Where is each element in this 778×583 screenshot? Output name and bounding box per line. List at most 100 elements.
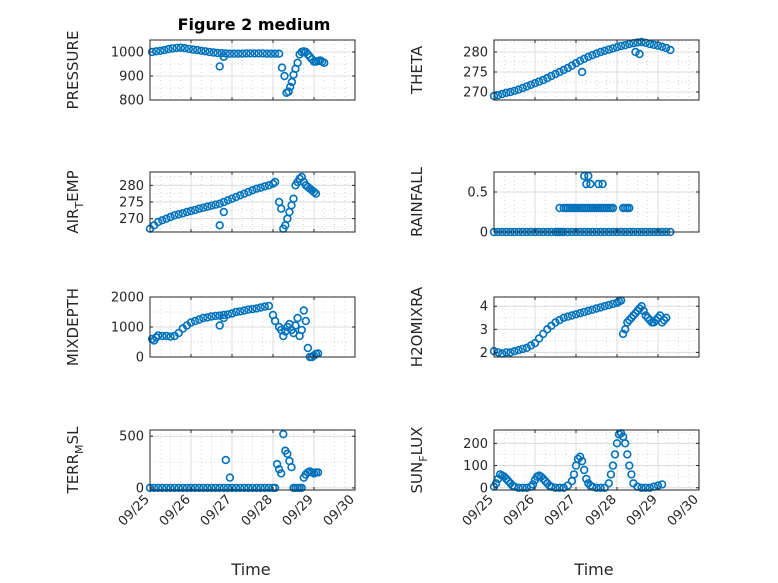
data-point <box>596 47 605 57</box>
data-point <box>272 459 282 469</box>
data-point <box>573 454 583 464</box>
axes-frame <box>493 39 700 101</box>
data-point <box>620 40 630 50</box>
data-point <box>571 58 581 68</box>
data-point <box>502 348 511 357</box>
x-axis-label-right: Time <box>573 560 613 579</box>
data-point <box>186 483 196 493</box>
data-point <box>190 316 200 326</box>
y-tick-label: 275 <box>463 66 488 81</box>
data-point <box>190 483 200 493</box>
data-point <box>635 304 644 313</box>
data-point <box>284 87 293 96</box>
plot-area <box>494 430 699 490</box>
y-tick-label: 280 <box>119 179 144 194</box>
data-point <box>236 483 245 493</box>
data-point <box>594 179 603 189</box>
data-point <box>641 38 650 47</box>
data-point <box>211 483 220 493</box>
data-point <box>203 483 212 493</box>
data-point <box>170 483 179 493</box>
data-point <box>252 483 261 493</box>
y-tick-label: 280 <box>463 46 488 61</box>
data-point <box>162 483 171 493</box>
data-point <box>604 45 613 54</box>
data-point <box>518 344 527 354</box>
data-series <box>489 171 675 237</box>
data-point <box>530 78 540 88</box>
data-point <box>256 183 265 192</box>
data-point <box>510 347 519 356</box>
data-point <box>289 194 298 203</box>
data-point <box>223 196 233 205</box>
axes-frame <box>493 296 700 358</box>
data-point <box>506 348 515 357</box>
data-point <box>555 483 564 492</box>
y-axis-label-text: SL <box>64 426 82 445</box>
data-point <box>231 192 241 202</box>
y-tick-label: 0 <box>136 481 144 496</box>
data-point <box>600 483 609 492</box>
data-point <box>248 304 257 314</box>
data-point <box>227 309 237 318</box>
data-point <box>166 483 175 493</box>
data-point <box>612 439 622 448</box>
data-point <box>236 307 245 316</box>
data-point <box>215 62 224 71</box>
data-point <box>174 210 183 219</box>
data-point <box>659 315 669 325</box>
data-point <box>596 483 605 492</box>
data-point <box>592 49 601 58</box>
data-point <box>219 52 229 61</box>
y-axis-label: PRESSURE <box>64 31 82 110</box>
data-point <box>538 329 548 339</box>
y-axis-label: THETA <box>408 45 426 95</box>
data-point <box>236 191 245 200</box>
data-point <box>504 476 513 486</box>
data-point <box>211 311 220 321</box>
data-point <box>604 300 613 310</box>
data-point <box>240 189 249 198</box>
x-axis-label-left: Time <box>230 560 270 579</box>
y-tick-label: 2000 <box>111 291 144 306</box>
data-point <box>588 305 597 314</box>
data-point <box>518 83 527 93</box>
data-point <box>320 58 329 67</box>
data-point <box>588 50 597 60</box>
data-point <box>190 205 200 215</box>
data-point <box>618 329 628 339</box>
data-point <box>229 49 239 58</box>
data-point <box>178 483 188 493</box>
data-point <box>158 216 167 225</box>
data-point <box>536 472 546 481</box>
data-point <box>215 483 224 493</box>
y-tick-label: 100 <box>463 459 488 474</box>
data-point <box>252 184 261 193</box>
data-point <box>277 63 287 72</box>
data-point <box>197 46 206 55</box>
data-point <box>538 474 548 484</box>
data-series <box>147 43 329 98</box>
y-axis-label-text: LUX <box>408 427 426 456</box>
data-point <box>559 483 568 492</box>
data-point <box>170 211 179 220</box>
data-point <box>514 483 523 492</box>
data-point <box>264 301 274 311</box>
data-point <box>491 479 501 488</box>
data-point <box>248 483 257 493</box>
data-point <box>498 89 507 99</box>
data-point <box>176 43 186 52</box>
data-point <box>612 42 622 52</box>
data-point <box>522 343 531 352</box>
data-point <box>582 474 591 484</box>
y-tick-label: 270 <box>119 212 144 227</box>
data-point <box>256 483 265 493</box>
data-point <box>244 187 253 197</box>
data-point <box>293 58 302 67</box>
data-point <box>178 209 188 218</box>
data-point <box>555 67 564 77</box>
data-point <box>211 200 220 209</box>
data-point <box>199 483 208 493</box>
data-point <box>657 42 667 51</box>
data-point <box>264 181 274 190</box>
